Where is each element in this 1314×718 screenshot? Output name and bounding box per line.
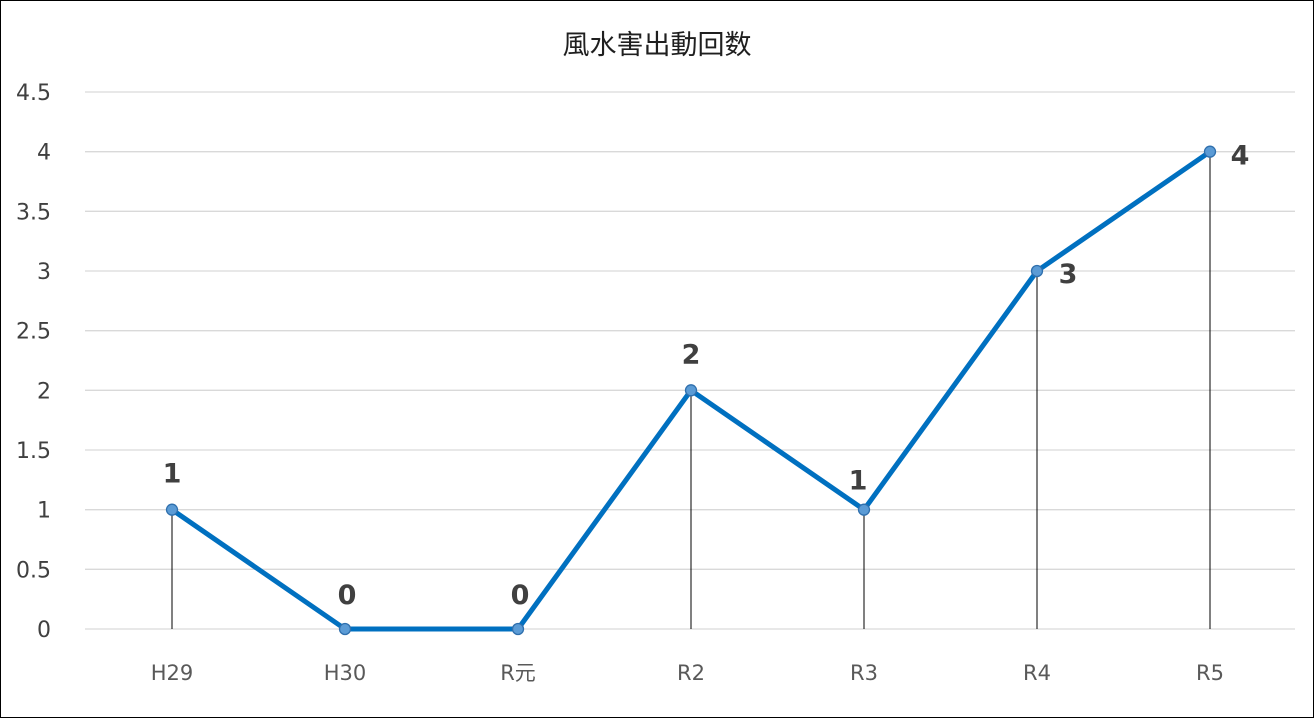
- y-tick-label: 1.5: [16, 439, 51, 464]
- data-label: 4: [1231, 141, 1250, 172]
- data-point: [1030, 264, 1044, 278]
- data-label: 1: [163, 459, 182, 490]
- y-tick-label: 4.5: [16, 81, 51, 106]
- y-axis-ticks: 0 0.5 1 1.5 2 2.5 3 3.5 4 4.5: [16, 81, 51, 643]
- x-tick-label: H29: [151, 661, 194, 685]
- x-axis-ticks: H29 H30 R元 R2 R3 R4 R5: [151, 661, 1224, 685]
- data-point: [338, 622, 352, 636]
- x-tick-label: R5: [1196, 661, 1224, 685]
- data-label: 1: [849, 466, 868, 497]
- y-tick-label: 3: [37, 260, 51, 285]
- chart-title: 風水害出動回数: [563, 30, 752, 61]
- data-label: 0: [511, 580, 530, 611]
- y-tick-label: 0: [37, 618, 51, 643]
- x-tick-label: R3: [850, 661, 878, 685]
- x-tick-label: H30: [324, 661, 367, 685]
- data-point: [684, 384, 698, 397]
- data-point: [1203, 145, 1217, 158]
- data-point: [165, 503, 179, 516]
- y-tick-label: 2: [37, 379, 51, 404]
- drop-lines: [171, 151, 1211, 629]
- data-label: 3: [1059, 259, 1078, 290]
- x-tick-label: R4: [1023, 661, 1051, 685]
- data-point: [857, 503, 871, 516]
- y-tick-label: 2.5: [16, 320, 51, 345]
- y-tick-label: 4: [37, 141, 51, 166]
- x-tick-label: R2: [677, 661, 705, 685]
- data-label: 0: [338, 580, 357, 611]
- y-tick-label: 3.5: [16, 200, 51, 225]
- y-tick-label: 1: [37, 499, 51, 524]
- data-markers: [165, 145, 1217, 636]
- data-label: 2: [682, 339, 701, 370]
- data-labels: 1 0 0 2 1 3 4: [163, 141, 1250, 611]
- data-point: [511, 622, 525, 636]
- y-tick-label: 0.5: [16, 558, 51, 583]
- x-tick-label: R元: [500, 661, 536, 685]
